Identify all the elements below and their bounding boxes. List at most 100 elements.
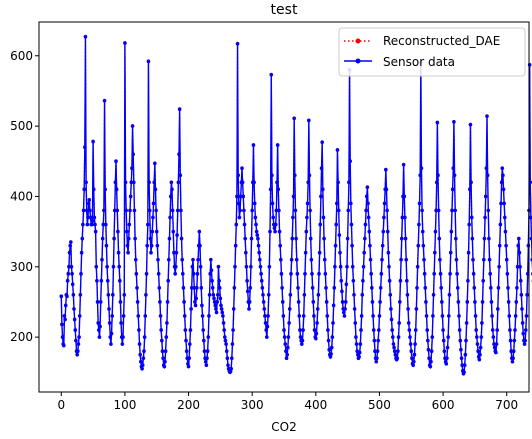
- point-sensor: [448, 293, 452, 297]
- point-sensor: [123, 41, 127, 45]
- point-sensor: [217, 279, 221, 283]
- point-sensor: [349, 202, 353, 206]
- point-sensor: [60, 323, 64, 327]
- point-sensor: [511, 360, 515, 364]
- point-sensor: [283, 342, 287, 346]
- point-sensor: [300, 342, 304, 346]
- point-sensor: [469, 181, 473, 185]
- point-sensor: [398, 300, 402, 304]
- point-sensor: [241, 181, 245, 185]
- point-sensor: [213, 304, 217, 308]
- point-sensor: [61, 335, 65, 339]
- point-sensor: [267, 293, 271, 297]
- point-sensor: [125, 230, 129, 234]
- point-sensor: [110, 332, 114, 336]
- point-sensor: [215, 300, 219, 304]
- point-sensor: [188, 342, 192, 346]
- point-sensor: [432, 272, 436, 276]
- point-sensor: [138, 342, 142, 346]
- point-sensor: [362, 251, 366, 255]
- point-sensor: [238, 209, 242, 213]
- point-sensor: [86, 223, 90, 227]
- point-sensor: [490, 300, 494, 304]
- point-sensor: [512, 349, 516, 353]
- point-sensor: [337, 209, 341, 213]
- point-sensor: [393, 349, 397, 353]
- point-sensor: [388, 293, 392, 297]
- point-sensor: [140, 367, 144, 371]
- point-sensor: [286, 346, 290, 350]
- point-sensor: [269, 188, 273, 192]
- x-tick-label: 400: [304, 398, 327, 412]
- point-sensor: [318, 223, 322, 227]
- point-sensor: [142, 356, 146, 360]
- point-sensor: [111, 293, 115, 297]
- point-sensor: [447, 314, 451, 318]
- point-sensor: [115, 209, 119, 213]
- point-sensor: [149, 237, 153, 241]
- point-sensor: [396, 349, 400, 353]
- point-sensor: [236, 42, 240, 46]
- point-sensor: [95, 279, 99, 283]
- point-sensor: [141, 363, 145, 367]
- point-sensor: [306, 202, 310, 206]
- point-sensor: [299, 335, 303, 339]
- point-sensor: [248, 286, 252, 290]
- point-sensor: [166, 279, 170, 283]
- point-sensor: [513, 339, 517, 343]
- point-sensor: [420, 167, 424, 171]
- point-sensor: [93, 223, 97, 227]
- point-sensor: [100, 258, 104, 262]
- point-sensor: [196, 258, 200, 262]
- point-sensor: [457, 314, 461, 318]
- point-sensor: [371, 300, 375, 304]
- point-sensor: [305, 216, 309, 220]
- point-sensor: [395, 356, 399, 360]
- point-sensor: [483, 237, 487, 241]
- point-sensor: [157, 272, 161, 276]
- point-sensor: [502, 188, 506, 192]
- point-sensor: [247, 307, 251, 311]
- point-sensor: [191, 258, 195, 262]
- point-sensor: [287, 321, 291, 325]
- point-sensor: [506, 272, 510, 276]
- point-sensor: [521, 321, 525, 325]
- point-sensor: [479, 346, 483, 350]
- point-sensor: [163, 365, 167, 369]
- point-sensor: [260, 279, 264, 283]
- point-sensor: [301, 339, 305, 343]
- point-sensor: [344, 300, 348, 304]
- point-sensor: [201, 328, 205, 332]
- point-sensor: [342, 311, 346, 315]
- point-sensor: [131, 152, 135, 156]
- point-sensor: [78, 314, 82, 318]
- point-sensor: [302, 314, 306, 318]
- x-tick-label: 100: [113, 398, 136, 412]
- point-sensor: [257, 251, 261, 255]
- point-sensor: [317, 293, 321, 297]
- point-sensor: [107, 307, 111, 311]
- point-sensor: [523, 342, 527, 346]
- point-sensor: [375, 356, 379, 360]
- point-sensor: [465, 321, 469, 325]
- point-sensor: [77, 335, 81, 339]
- point-sensor: [126, 244, 130, 248]
- point-sensor: [177, 181, 181, 185]
- point-sensor: [310, 258, 314, 262]
- point-sensor: [409, 349, 413, 353]
- point-sensor: [397, 321, 401, 325]
- point-sensor: [133, 237, 137, 241]
- point-sensor: [332, 304, 336, 308]
- point-sensor: [114, 181, 118, 185]
- point-sensor: [370, 286, 374, 290]
- point-sensor: [135, 286, 139, 290]
- point-sensor: [290, 258, 294, 262]
- point-sensor: [415, 286, 419, 290]
- point-sensor: [348, 159, 352, 163]
- point-sensor: [441, 314, 445, 318]
- point-sensor: [176, 209, 180, 213]
- point-sensor: [87, 198, 91, 202]
- point-sensor: [418, 202, 422, 206]
- point-sensor: [430, 349, 434, 353]
- point-sensor: [62, 344, 66, 348]
